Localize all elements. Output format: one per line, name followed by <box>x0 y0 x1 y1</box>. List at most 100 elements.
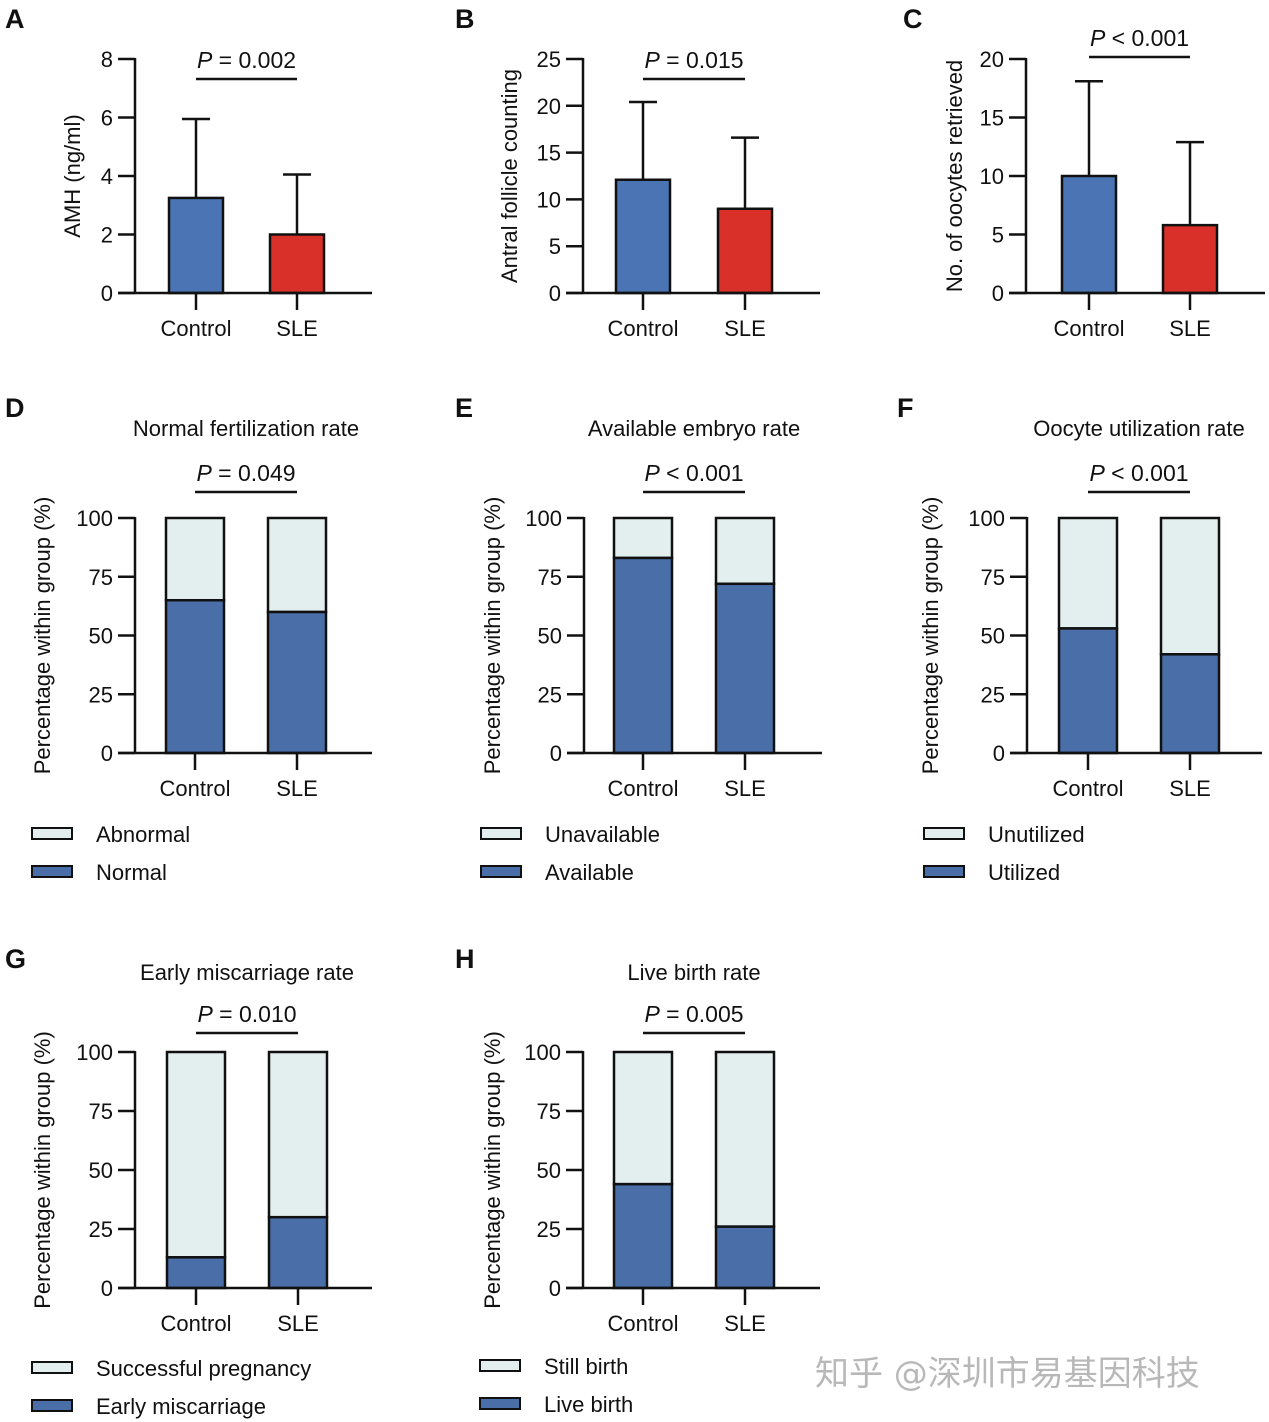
y-tick-label: 6 <box>101 106 113 131</box>
bar-segment-successful-pregnancy <box>267 1050 329 1219</box>
bar-segment-utilized <box>1057 627 1119 755</box>
panel-f: F Oocyte utilization rate P < 0.001 Percent… <box>897 393 1262 885</box>
p-symbol: P <box>197 47 213 73</box>
x-tick-label: Control <box>1053 776 1124 801</box>
p-value-text: = 0.049 <box>212 460 296 486</box>
legend-swatch <box>31 827 73 840</box>
p-symbol: P <box>1090 25 1106 51</box>
y-tick-label: 25 <box>538 682 562 707</box>
legend-swatch <box>31 865 73 878</box>
p-value-text: < 0.001 <box>1105 460 1189 486</box>
bar-segment-abnormal <box>164 516 226 602</box>
legend-label: Unutilized <box>988 822 1085 847</box>
bar-segment-unutilized <box>1159 516 1221 656</box>
legend-label: Normal <box>96 860 167 885</box>
legend-swatch <box>480 865 522 878</box>
legend-swatch <box>31 1361 73 1374</box>
y-tick-label: 50 <box>89 1158 113 1183</box>
p-value-label: P < 0.001 <box>644 460 743 486</box>
p-value-label: P = 0.002 <box>197 47 296 73</box>
y-tick-label: 100 <box>968 506 1005 531</box>
chart-title: Live birth rate <box>627 960 760 985</box>
legend-swatch <box>479 1397 521 1410</box>
y-tick-label: 15 <box>537 141 561 166</box>
y-axis-label: No. of oocytes retrieved <box>942 60 967 292</box>
y-tick-label: 25 <box>537 47 561 72</box>
p-symbol: P <box>196 460 212 486</box>
y-tick-label: 100 <box>76 506 113 531</box>
y-tick-label: 10 <box>537 187 561 212</box>
y-tick-label: 100 <box>525 506 562 531</box>
legend-swatch <box>923 865 965 878</box>
bar-sle <box>1161 223 1219 295</box>
bar-segment-early-miscarriage <box>267 1215 329 1290</box>
y-tick-label: 75 <box>981 565 1005 590</box>
y-tick-label: 25 <box>537 1217 561 1242</box>
bar-segment-utilized <box>1159 653 1221 755</box>
p-value-label: P = 0.049 <box>196 460 295 486</box>
y-tick-label: 4 <box>101 164 113 189</box>
y-tick-label: 20 <box>980 47 1004 72</box>
p-symbol: P <box>1089 460 1105 486</box>
x-tick-label: Control <box>608 316 679 341</box>
x-tick-label: Control <box>161 1311 232 1336</box>
p-value-text: = 0.010 <box>213 1001 297 1027</box>
panel-e: E Available embryo rate P < 0.001 Percentag… <box>455 393 822 885</box>
x-tick-label: SLE <box>724 776 766 801</box>
panel-letter: E <box>455 393 473 423</box>
chart-title: Oocyte utilization rate <box>1033 416 1245 441</box>
y-tick-label: 0 <box>992 281 1004 306</box>
y-tick-label: 0 <box>549 1276 561 1301</box>
y-tick-label: 25 <box>89 1217 113 1242</box>
p-value-text: = 0.002 <box>212 47 296 73</box>
panel-g: G Early miscarriage rate P = 0.010 Percenta… <box>5 944 372 1419</box>
legend-swatch <box>480 827 522 840</box>
bar-segment-available <box>714 582 776 755</box>
x-tick-label: Control <box>161 316 232 341</box>
p-value-label: P = 0.005 <box>644 1001 743 1027</box>
legend-label: Available <box>545 860 634 885</box>
y-axis-label: Percentage within group (%) <box>480 1031 505 1309</box>
bar-segment-live-birth <box>612 1182 674 1290</box>
p-value-text: < 0.001 <box>660 460 744 486</box>
y-tick-label: 10 <box>980 164 1004 189</box>
bar-segment-normal <box>266 610 328 755</box>
p-value-text: = 0.005 <box>660 1001 744 1027</box>
bar-segment-available <box>612 556 674 755</box>
p-symbol: P <box>644 1001 660 1027</box>
legend-label: Successful pregnancy <box>96 1356 311 1381</box>
panel-b: B P = 0.015 Antral follicle counting 0 5 10 15… <box>455 4 820 341</box>
y-tick-label: 8 <box>101 47 113 72</box>
x-tick-label: SLE <box>277 1311 319 1336</box>
panel-letter: D <box>5 393 25 423</box>
y-axis-label: Antral follicle counting <box>497 69 522 283</box>
y-tick-label: 50 <box>538 624 562 649</box>
x-tick-label: Control <box>1054 316 1125 341</box>
y-axis-label: Percentage within group (%) <box>480 497 505 775</box>
y-tick-label: 75 <box>537 1099 561 1124</box>
panel-letter: G <box>5 944 26 974</box>
legend-swatch <box>479 1359 521 1372</box>
x-tick-label: SLE <box>1169 316 1211 341</box>
bar-sle <box>716 207 774 295</box>
x-tick-label: SLE <box>724 1311 766 1336</box>
legend-swatch <box>31 1399 73 1412</box>
legend-swatch <box>923 827 965 840</box>
x-tick-label: SLE <box>276 776 318 801</box>
bar-segment-abnormal <box>266 516 328 614</box>
x-tick-label: SLE <box>724 316 766 341</box>
legend-label: Early miscarriage <box>96 1394 266 1419</box>
y-tick-label: 50 <box>89 624 113 649</box>
x-tick-label: Control <box>608 1311 679 1336</box>
y-tick-label: 50 <box>537 1158 561 1183</box>
y-tick-label: 0 <box>101 1276 113 1301</box>
y-tick-label: 75 <box>89 565 113 590</box>
legend-label: Utilized <box>988 860 1060 885</box>
y-tick-label: 0 <box>101 741 113 766</box>
panel-letter: H <box>455 944 475 974</box>
legend-label: Abnormal <box>96 822 190 847</box>
p-value-text: = 0.015 <box>660 47 744 73</box>
x-tick-label: Control <box>608 776 679 801</box>
bar-segment-still-birth <box>714 1050 776 1228</box>
